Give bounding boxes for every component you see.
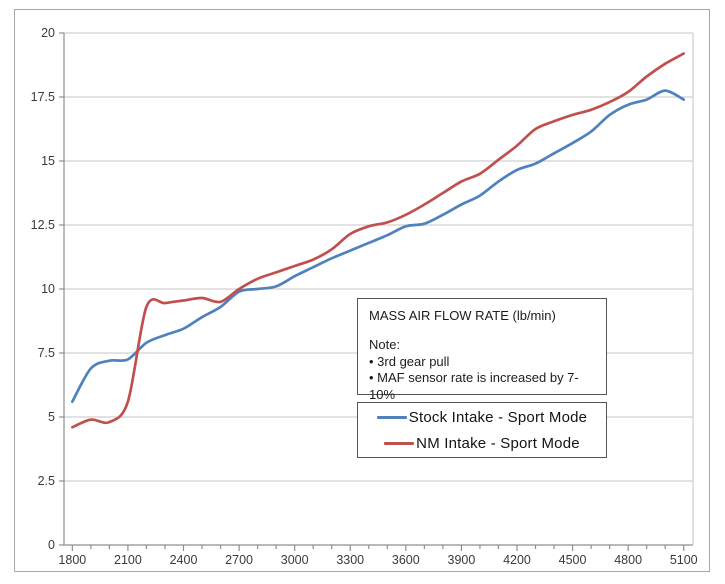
x-tick-label: 1800 [58,553,86,567]
legend-label-nm-intake: NM Intake - Sport Mode [416,434,580,452]
chart-title: MASS AIR FLOW RATE (lb/min) [369,308,556,323]
annotation-bullet-1: • 3rd gear pull [369,353,450,369]
y-tick-label: 15 [41,154,55,168]
x-tick-label: 2700 [225,553,253,567]
legend-line-swatch-red [384,441,415,445]
x-tick-label: 3900 [448,553,476,567]
series-line-nm-intake-sport-mode [70,52,686,429]
x-tick-label: 4500 [559,553,587,567]
y-tick-label: 5 [48,410,55,424]
legend-item-stock-intake: Stock Intake - Sport Mode [358,406,606,428]
y-tick-label: 0 [48,538,55,552]
x-tick-label: 3600 [392,553,420,567]
x-tick-label: 2400 [170,553,198,567]
annotation-spacer [369,324,595,337]
x-tick-label: 4200 [503,553,531,567]
legend-line-swatch-blue [376,415,407,419]
x-tick-label: 3000 [281,553,309,567]
x-tick-label: 4800 [614,553,642,567]
series-line-stock-intake-sport-mode [70,89,686,403]
x-tick-label: 5100 [670,553,698,567]
y-tick-label: 12.5 [31,218,55,232]
annotation-box: MASS AIR FLOW RATE (lb/min) Note: • 3rd … [357,298,607,402]
x-tick-label: 3300 [336,553,364,567]
annotation-bullet-2: • MAF sensor rate is increased by 7-10% [369,370,579,402]
legend-label-stock-intake: Stock Intake - Sport Mode [408,408,588,426]
legend-item-nm-intake: NM Intake - Sport Mode [358,432,606,454]
y-tick-label: 7.5 [38,346,55,360]
y-tick-label: 10 [41,282,55,296]
y-tick-label: 2.5 [38,474,55,488]
annotation-note-label: Note: [369,337,401,352]
chart-frame [14,9,710,572]
x-tick-label: 2100 [114,553,142,567]
y-tick-label: 20 [41,26,55,40]
y-tick-label: 17.5 [31,90,55,104]
legend: Stock Intake - Sport Mode NM Intake - Sp… [357,402,607,458]
